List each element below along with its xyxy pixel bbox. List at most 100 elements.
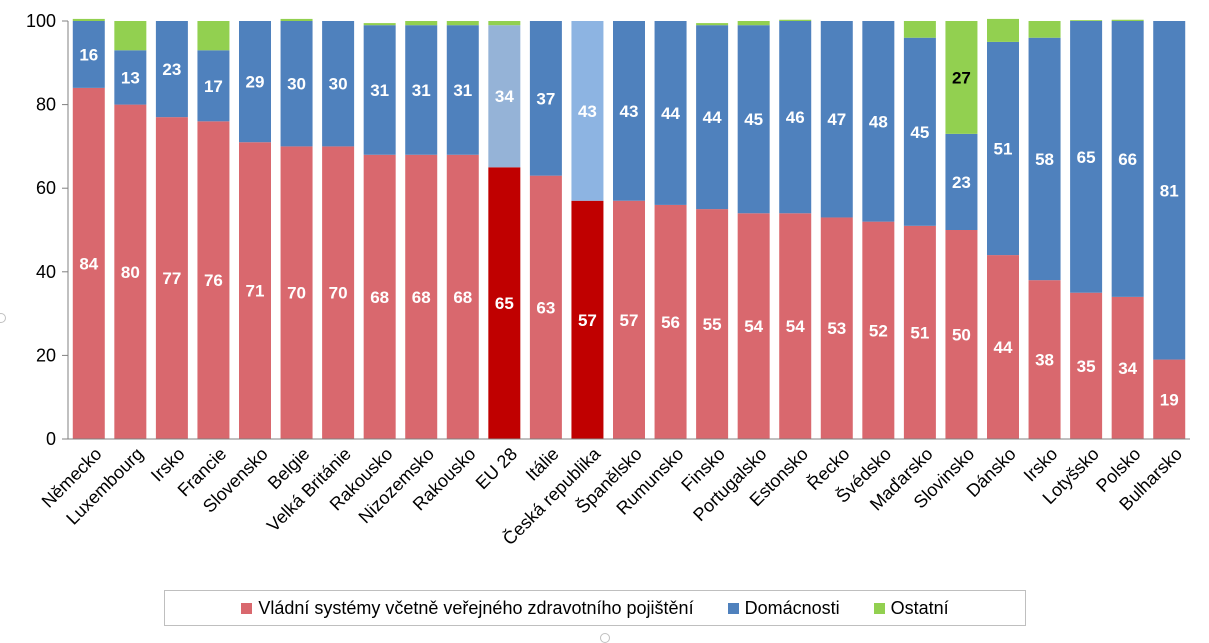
data-label: 44 <box>703 108 722 127</box>
bar-segment-households <box>1028 37 1061 281</box>
data-label: 30 <box>329 75 348 94</box>
bar-segment-households <box>239 21 271 143</box>
data-label: 80 <box>121 263 140 282</box>
bar-segment-government <box>488 167 521 440</box>
data-label: 54 <box>744 317 763 336</box>
data-label: 50 <box>952 326 971 345</box>
bar-segment-government <box>945 230 978 439</box>
bar-segment-government <box>654 204 687 439</box>
bar-segment-government <box>1153 359 1186 439</box>
data-label: 81 <box>1160 181 1179 200</box>
bar-segment-other <box>737 21 770 26</box>
bar-segment-households <box>446 25 479 155</box>
bar-segment-government <box>779 213 812 439</box>
data-label: 65 <box>495 294 514 313</box>
bar-segment-government <box>1070 292 1103 439</box>
data-label: 38 <box>1035 351 1054 370</box>
x-category-label: EU 28 <box>472 444 522 494</box>
bar-segment-other <box>405 21 438 26</box>
stacked-bar-chart: 0 20 40 60 80 100 84 16 80 13 77 23 76 17 71 29 70 30 70 3… <box>26 11 1190 549</box>
bar-segment-government <box>820 217 853 439</box>
bar-segment-households <box>862 21 895 222</box>
bar-segment-government <box>903 225 936 439</box>
legend-swatch-households <box>727 602 739 614</box>
bar-segment-government <box>613 200 645 439</box>
data-label: 19 <box>1160 390 1179 409</box>
bar-segment-government <box>862 221 895 439</box>
bar-segment-households <box>529 21 562 176</box>
legend-item-government: Vládní systémy včetně veřejného zdravotn… <box>241 598 694 619</box>
bar-segment-other <box>696 23 729 26</box>
bar-segment-government <box>405 154 438 439</box>
data-label: 31 <box>453 81 472 100</box>
bar-segment-government <box>571 200 604 439</box>
data-label: 53 <box>827 319 846 338</box>
bar-segment-households <box>72 21 105 88</box>
data-label: 27 <box>952 68 971 87</box>
legend-label-households: Domácnosti <box>744 597 840 618</box>
bar-segment-other <box>197 21 230 51</box>
bar-segment-other <box>1111 19 1144 21</box>
bar-segment-government <box>737 213 770 439</box>
bar-segment-government <box>529 175 562 439</box>
bar-segment-government <box>239 142 271 439</box>
bar-segment-government <box>1111 296 1144 439</box>
data-label: 43 <box>620 102 639 121</box>
bar-segment-government <box>696 209 729 439</box>
chart-legend: Vládní systémy včetně veřejného zdravotn… <box>164 590 1026 626</box>
data-label: 30 <box>287 75 306 94</box>
bar-segment-households <box>363 25 396 155</box>
data-label: 70 <box>287 284 306 303</box>
data-label: 70 <box>329 284 348 303</box>
bar-segment-government <box>280 146 313 439</box>
data-label: 52 <box>869 321 888 340</box>
data-label: 34 <box>1118 359 1137 378</box>
bar-segment-other <box>446 21 479 26</box>
bar-segment-other <box>363 23 396 26</box>
bar-segment-other <box>779 19 812 21</box>
bar-segment-households <box>322 21 355 147</box>
bar-segment-government <box>987 255 1019 439</box>
data-label: 35 <box>1077 357 1096 376</box>
bar-segment-other <box>114 21 147 51</box>
bar-segment-households <box>654 21 687 205</box>
bar-segment-households <box>280 21 313 147</box>
bar-segment-government <box>1028 280 1061 439</box>
data-label: 46 <box>786 108 805 127</box>
data-label: 68 <box>412 288 431 307</box>
data-label: 63 <box>536 298 555 317</box>
data-label: 65 <box>1077 148 1096 167</box>
data-label: 17 <box>204 77 223 96</box>
data-label: 23 <box>952 173 971 192</box>
chart-frame-handle-bottom <box>600 633 610 643</box>
chart-frame-handle-left <box>0 313 6 323</box>
bar-segment-households <box>405 25 438 155</box>
bar-segment-households <box>903 37 936 226</box>
data-label: 66 <box>1118 150 1137 169</box>
bar-segment-households <box>987 41 1019 256</box>
bar-segment-households <box>571 21 604 201</box>
y-tick-label: 0 <box>46 429 56 449</box>
data-label: 29 <box>246 73 265 92</box>
bar-segment-other <box>72 18 105 21</box>
bar-segment-households <box>820 21 853 218</box>
legend-swatch-other <box>873 602 885 614</box>
data-label: 13 <box>121 68 140 87</box>
bar-segment-other <box>903 21 936 38</box>
bar-segment-other <box>1028 21 1061 38</box>
data-label: 51 <box>910 323 929 342</box>
bar-stacks: 84 16 80 13 77 23 76 17 71 29 70 30 70 30 68 31 68 31 68 31… <box>72 18 1186 440</box>
y-tick-label: 60 <box>36 178 56 198</box>
data-label: 71 <box>246 282 265 301</box>
bar-segment-other <box>488 21 521 26</box>
bar-segment-households <box>1153 21 1186 360</box>
data-label: 16 <box>79 45 98 64</box>
bar-segment-other <box>1070 20 1103 21</box>
data-label: 76 <box>204 271 223 290</box>
data-label: 47 <box>827 110 846 129</box>
data-label: 37 <box>536 89 555 108</box>
bar-segment-government <box>197 121 230 439</box>
data-label: 23 <box>162 60 181 79</box>
y-tick-label: 40 <box>36 262 56 282</box>
data-label: 48 <box>869 112 888 131</box>
